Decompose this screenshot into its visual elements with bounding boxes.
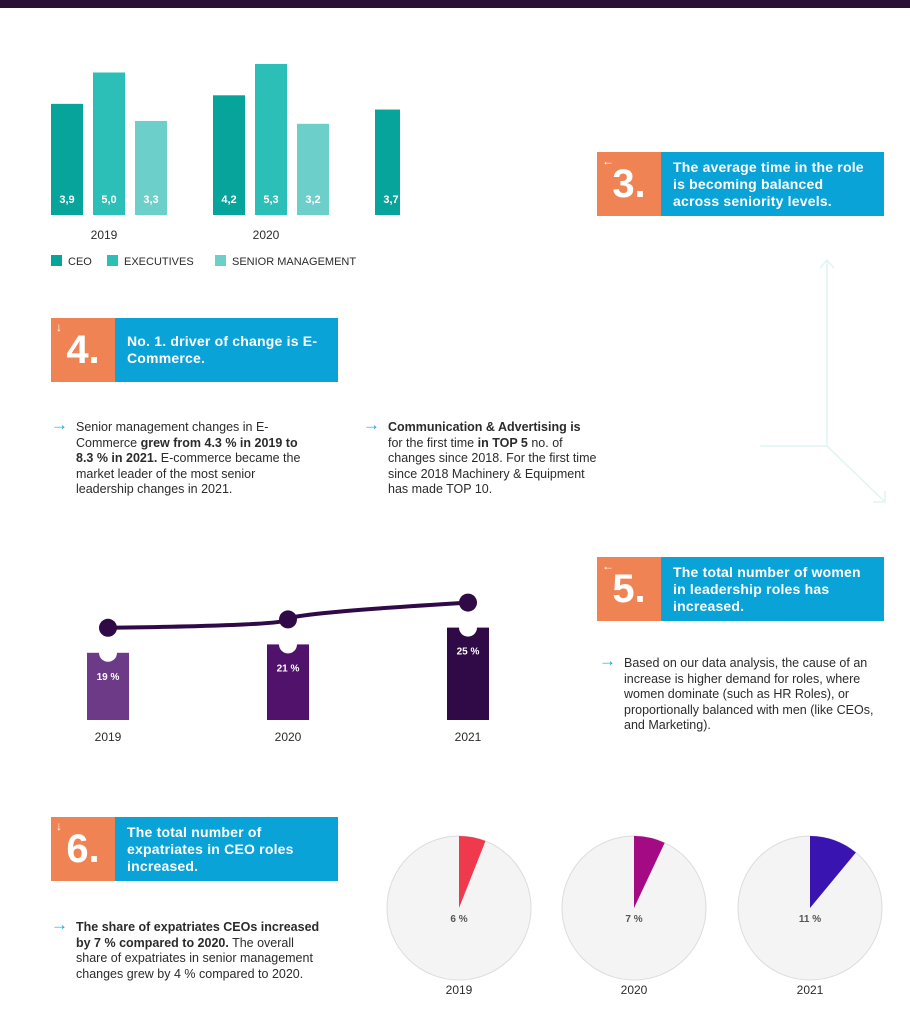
bar-label-2019-0: 3,9 — [59, 194, 74, 206]
pie-label-2019: 6 % — [450, 914, 467, 925]
pie-label-2020: 7 % — [625, 914, 642, 925]
women-text: Based on our data analysis, the cause of… — [624, 656, 874, 732]
women-bar-label-2020: 21 % — [277, 663, 300, 674]
women-bar-notch-2020 — [279, 635, 297, 654]
callout-5-text: The total number of women in leadership … — [661, 557, 884, 621]
women-x-tick-2021: 2021 — [455, 730, 482, 744]
callout-3-text: The average time in the role is becoming… — [661, 152, 884, 216]
communication-text-1: for the first time — [388, 435, 478, 450]
women-trend-point-2019 — [99, 618, 117, 637]
legend-label-2: SENIOR MANAGEMENT — [232, 256, 356, 268]
legend-swatch-1 — [107, 255, 118, 266]
callout-5: ← 5. The total number of women in leader… — [597, 557, 884, 621]
women-bar-label-2019: 19 % — [97, 672, 120, 683]
callout-4-number: 4. — [66, 327, 100, 372]
bar-2019-2 — [135, 120, 167, 215]
expat-paragraph: → The share of expatriates CEOs increase… — [51, 916, 326, 982]
pie-year-2019: 2019 — [446, 983, 473, 997]
callout-4: ↓ 4. No. 1. driver of change is E-Commer… — [51, 318, 338, 382]
bar-label-2020-1: 5,3 — [263, 194, 278, 206]
ecommerce-paragraph: → Senior management changes in E-Commerc… — [51, 416, 316, 498]
women-bar-2021 — [447, 627, 489, 720]
women-x-tick-2020: 2020 — [275, 730, 302, 744]
pie-year-2020: 2020 — [621, 983, 648, 997]
ecommerce-text-1: Senior management changes in E-Commerce — [76, 420, 269, 450]
pie-label-2021: 11 % — [799, 914, 821, 925]
arrow-right-icon: → — [51, 915, 68, 934]
legend-label-1: EXECUTIVES — [124, 256, 194, 268]
decorative-axes — [760, 258, 886, 503]
communication-text-2: no. of changes since 2018. For the first… — [388, 435, 597, 497]
bar-2020-0 — [213, 95, 245, 215]
pie-slice-2019 — [459, 836, 486, 908]
women-bar-2019 — [87, 652, 129, 720]
expat-text-1: The overall share of expatriates in seni… — [76, 935, 313, 981]
legend-swatch-0 — [51, 255, 62, 266]
women-paragraph: → Based on our data analysis, the cause … — [599, 652, 874, 734]
callout-5-number: 5. — [612, 566, 646, 611]
bar-label-2019-1: 5,0 — [101, 194, 116, 206]
bar-label-2021-0: 3,7 — [383, 194, 398, 206]
women-bar-notch-2019 — [99, 643, 117, 662]
women-bar-label-2021: 25 % — [457, 647, 480, 658]
callout-5-number-box: ← 5. — [597, 557, 661, 621]
top-bar — [0, 0, 910, 8]
pie-year-2021: 2021 — [797, 983, 824, 997]
tenure-bar-chart: 3,95,03,320194,25,33,220203,73,93,22021C… — [51, 63, 400, 268]
women-trend-point-2020 — [279, 610, 297, 629]
ecommerce-bold-1: grew from 4.3 % in 2019 to 8.3 % in 2021… — [76, 435, 298, 466]
arrow-left-icon: ← — [602, 559, 614, 573]
bar-2019-1 — [93, 72, 125, 215]
women-bar-2020 — [267, 644, 309, 720]
arrow-left-icon: ← — [602, 154, 614, 168]
callout-4-number-box: ↓ 4. — [51, 318, 115, 382]
bar-2020-2 — [297, 123, 329, 215]
bar-label-2019-2: 3,3 — [143, 194, 158, 206]
bar-2019-0 — [51, 103, 83, 215]
bar-label-2020-2: 3,2 — [305, 194, 320, 206]
women-leadership-chart: 19 % 2019 21 % 2020 25 % 2021 — [87, 593, 489, 744]
callout-4-text: No. 1. driver of change is E-Commerce. — [115, 318, 338, 382]
women-bar-notch-2021 — [459, 618, 477, 637]
arrow-right-icon: → — [363, 415, 380, 434]
women-trend-point-2021 — [459, 593, 477, 612]
arrow-right-icon: → — [51, 415, 68, 434]
expat-bold-1: The share of expatriates CEOs increased … — [76, 920, 320, 950]
bar-2021-0 — [375, 109, 400, 215]
callout-6-number: 6. — [66, 826, 100, 871]
expat-pie-charts: 6 % 2019 7 % 2020 11 % 2021 — [386, 835, 883, 997]
legend-swatch-2 — [215, 255, 226, 266]
pie-slice-2020 — [634, 836, 665, 908]
callout-3-number-box: ← 3. — [597, 152, 661, 216]
bar-label-2020-0: 4,2 — [221, 194, 236, 206]
ecommerce-text-2: E-commerce became the market leader of t… — [76, 451, 301, 496]
x-tick-2019: 2019 — [91, 228, 118, 242]
communication-bold-1: Communication & Advertising is — [388, 420, 581, 434]
arrow-down-icon: ↓ — [56, 819, 62, 833]
callout-3-number: 3. — [612, 161, 646, 206]
legend-label-0: CEO — [68, 256, 92, 268]
communication-paragraph: → Communication & Advertising is for the… — [363, 416, 598, 498]
callout-3: ← 3. The average time in the role is bec… — [597, 152, 884, 216]
callout-6-text: The total number of expatriates in CEO r… — [115, 817, 338, 881]
communication-bold-2: in TOP 5 — [477, 435, 528, 450]
arrow-down-icon: ↓ — [56, 320, 62, 334]
women-x-tick-2019: 2019 — [95, 730, 122, 744]
callout-6-number-box: ↓ 6. — [51, 817, 115, 881]
x-tick-2020: 2020 — [253, 228, 280, 242]
callout-6: ↓ 6. The total number of expatriates in … — [51, 817, 338, 881]
pie-slice-2021 — [810, 836, 856, 908]
arrow-right-icon: → — [599, 651, 616, 670]
bar-2020-1 — [255, 63, 287, 216]
